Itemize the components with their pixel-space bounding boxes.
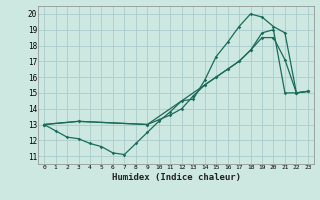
X-axis label: Humidex (Indice chaleur): Humidex (Indice chaleur)	[111, 173, 241, 182]
